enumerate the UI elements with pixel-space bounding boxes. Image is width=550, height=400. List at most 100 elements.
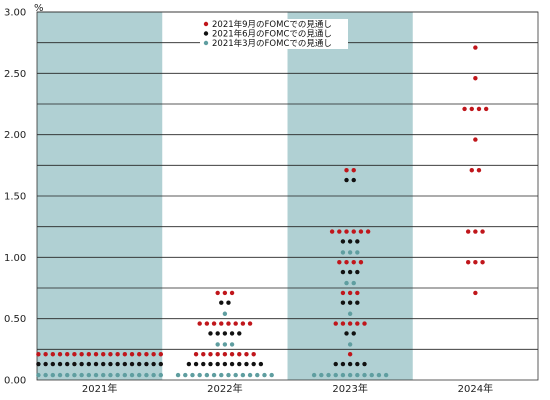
data-point: [65, 361, 70, 367]
data-point: [65, 372, 70, 378]
data-point: [86, 372, 92, 378]
data-point: [72, 352, 77, 357]
data-point: [137, 352, 142, 357]
data-point: [347, 250, 353, 255]
data-point: [226, 300, 231, 305]
data-point: [233, 372, 238, 378]
data-point: [333, 361, 338, 367]
data-point: [50, 372, 56, 378]
data-point: [340, 361, 346, 367]
data-point: [197, 372, 202, 378]
data-point: [222, 361, 228, 367]
data-point: [340, 239, 346, 244]
data-point: [355, 361, 360, 367]
data-point: [115, 352, 120, 357]
data-point: [175, 372, 181, 378]
data-point: [93, 361, 99, 367]
legend-marker: [203, 40, 209, 46]
data-point: [226, 372, 231, 378]
data-point: [151, 372, 156, 378]
data-point: [201, 361, 206, 367]
x-tick-label: 2021年: [82, 382, 117, 395]
x-tick-label: 2023年: [332, 382, 367, 395]
data-point: [144, 352, 149, 357]
data-point: [237, 331, 242, 336]
data-point: [244, 361, 249, 367]
data-point: [204, 372, 210, 378]
data-point: [240, 372, 246, 378]
data-point: [129, 361, 135, 367]
data-point: [193, 352, 199, 357]
data-point: [211, 321, 217, 326]
data-point: [326, 372, 331, 378]
data-point: [50, 361, 56, 367]
data-point: [247, 321, 253, 326]
data-point: [72, 361, 77, 367]
data-point: [101, 352, 106, 357]
data-point: [197, 321, 202, 326]
data-point: [233, 321, 238, 326]
data-point: [262, 372, 267, 378]
data-point: [240, 321, 246, 326]
data-point: [222, 352, 228, 357]
data-point: [36, 372, 41, 378]
data-point: [158, 361, 164, 367]
legend-label: 2021年6月のFOMCでの見通し: [212, 29, 332, 40]
y-tick-label: 2.00: [4, 130, 26, 141]
data-point: [226, 321, 231, 326]
data-point: [344, 280, 349, 286]
data-point: [344, 331, 349, 336]
data-point: [101, 361, 106, 367]
data-point: [473, 76, 478, 81]
data-point: [222, 311, 228, 316]
data-point: [222, 290, 228, 296]
data-point: [344, 260, 349, 265]
data-point: [355, 250, 360, 255]
data-point: [473, 137, 478, 142]
plot-frame: [36, 11, 539, 381]
y-tick-label: 0.00: [4, 376, 26, 387]
data-point: [480, 229, 485, 234]
data-point: [340, 269, 346, 275]
data-point: [347, 311, 353, 316]
data-point: [79, 361, 84, 367]
data-point: [108, 361, 113, 367]
data-point: [72, 372, 77, 378]
y-tick-label: 3.00: [4, 8, 26, 19]
data-point: [219, 300, 224, 305]
legend-label: 2021年3月のFOMCでの見通し: [212, 38, 332, 49]
data-point: [43, 361, 48, 367]
data-point: [344, 177, 349, 183]
data-point: [108, 352, 113, 357]
data-point: [129, 352, 135, 357]
data-point: [344, 168, 349, 173]
data-point: [340, 300, 346, 305]
data-point: [208, 352, 213, 357]
data-point: [362, 361, 367, 367]
data-point: [351, 260, 356, 265]
data-point: [193, 361, 199, 367]
data-point: [144, 372, 149, 378]
x-tick-label: 2022年: [207, 382, 242, 395]
data-point: [190, 372, 195, 378]
data-point: [93, 352, 99, 357]
data-point: [237, 352, 242, 357]
legend-marker: [203, 21, 209, 27]
data-point: [144, 361, 149, 367]
data-point: [329, 229, 335, 234]
data-point: [340, 321, 346, 326]
data-point: [237, 361, 242, 367]
y-tick-label: 1.00: [4, 253, 26, 264]
data-point: [344, 229, 349, 234]
data-point: [36, 361, 41, 367]
data-point: [244, 352, 249, 357]
data-point: [469, 168, 474, 173]
data-point: [476, 106, 482, 112]
data-point: [351, 168, 356, 173]
data-point: [229, 331, 235, 336]
data-point: [108, 372, 113, 378]
data-point: [383, 372, 389, 378]
data-point: [355, 239, 360, 244]
legend-label: 2021年9月のFOMCでの見通し: [212, 19, 332, 30]
data-point: [333, 372, 338, 378]
